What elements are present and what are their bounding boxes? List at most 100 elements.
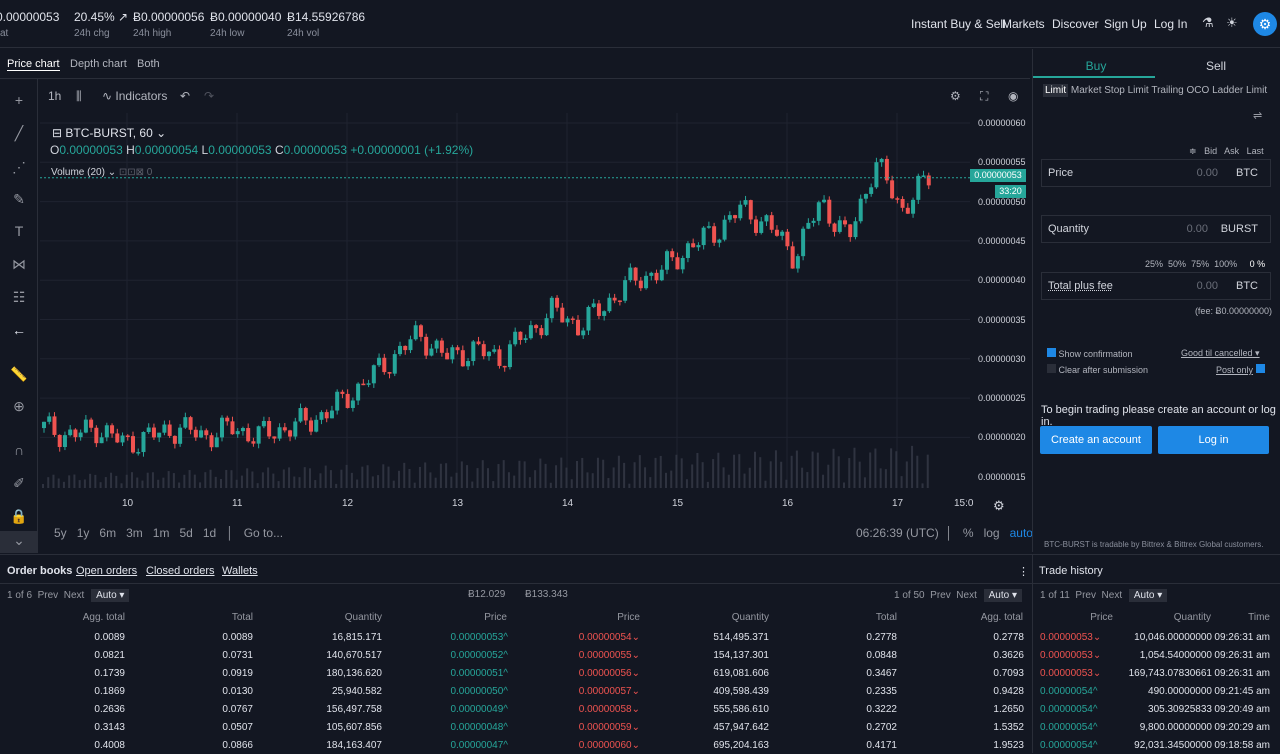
bids-prev[interactable]: Prev xyxy=(37,590,59,601)
show-confirmation-row[interactable]: Show confirmation xyxy=(1047,348,1133,359)
auto-toggle[interactable]: auto xyxy=(1009,526,1033,540)
sun-icon[interactable]: ☀ xyxy=(1226,15,1238,30)
percent-toggle[interactable]: % xyxy=(962,526,974,540)
more-icon[interactable]: ⋮ xyxy=(1018,566,1029,578)
range-3m[interactable]: 3m xyxy=(126,526,143,540)
tab-depth-chart[interactable]: Depth chart xyxy=(70,58,127,70)
pattern-icon[interactable]: ⋈ xyxy=(12,256,26,272)
ruler-icon[interactable]: 📏 xyxy=(10,366,28,382)
tab-closed-orders[interactable]: Closed orders xyxy=(146,565,215,577)
chevron-down-icon[interactable]: ⌄ xyxy=(0,531,38,553)
arrow-left-icon[interactable]: ← xyxy=(12,322,26,338)
type-ladder-limit[interactable]: Ladder Limit xyxy=(1212,85,1268,96)
nav-login[interactable]: Log In xyxy=(1154,17,1188,31)
clear-after-checkbox[interactable] xyxy=(1047,364,1056,373)
volume-settings-icon[interactable]: ⊡⊡⊠ xyxy=(118,167,144,178)
candle-type-icon[interactable]: ⫼ xyxy=(76,89,82,103)
pct-75[interactable]: 75% xyxy=(1191,259,1210,269)
redo-icon[interactable]: ↷ xyxy=(204,89,215,103)
time-in-force-select[interactable]: Good til cancelled ▾ xyxy=(1181,348,1260,358)
bid-row[interactable]: 0.1869 0.0130 25,940.582 0.00000050^ xyxy=(30,682,508,700)
ask-row[interactable]: 0.00000059⌄ 457,947.642 0.2702 1.5352 xyxy=(560,718,1024,736)
clear-after-row[interactable]: Clear after submission xyxy=(1047,364,1148,375)
measure-tools-icon[interactable]: ☷ xyxy=(12,289,26,305)
asks-next[interactable]: Next xyxy=(956,590,977,601)
show-confirmation-checkbox[interactable] xyxy=(1047,348,1056,357)
bid-button[interactable]: Bid xyxy=(1204,146,1218,156)
zoom-icon[interactable]: ⊕ xyxy=(13,398,25,414)
nav-discover[interactable]: Discover xyxy=(1052,17,1099,31)
range-6m[interactable]: 6m xyxy=(99,526,117,540)
utc-clock[interactable]: 06:26:39 (UTC) xyxy=(856,526,939,540)
crosshair-icon[interactable]: + xyxy=(14,92,24,108)
range-1y[interactable]: 1y xyxy=(76,526,90,540)
text-icon[interactable]: T xyxy=(14,223,24,239)
ask-row[interactable]: 0.00000057⌄ 409,598.439 0.2335 0.9428 xyxy=(560,682,1024,700)
bid-row[interactable]: 0.3143 0.0507 105,607.856 0.00000048^ xyxy=(30,718,508,736)
range-5y[interactable]: 5y xyxy=(54,526,67,540)
ask-row[interactable]: 0.00000058⌄ 555,586.610 0.3222 1.2650 xyxy=(560,700,1024,718)
bids-next[interactable]: Next xyxy=(63,590,85,601)
ask-row[interactable]: 0.00000054⌄ 514,495.371 0.2778 0.2778 xyxy=(560,628,1024,646)
type-market[interactable]: Market xyxy=(1070,85,1102,96)
type-oco[interactable]: OCO xyxy=(1186,85,1210,96)
quantity-field[interactable]: Quantity 0.00 BURST xyxy=(1041,215,1271,243)
range-1d[interactable]: 1d xyxy=(202,526,217,540)
tab-buy[interactable]: Buy xyxy=(1085,59,1107,73)
symbol-chevron-icon[interactable]: ⌄ xyxy=(156,126,167,140)
tab-sell[interactable]: Sell xyxy=(1205,59,1226,73)
post-only-checkbox[interactable] xyxy=(1255,364,1265,373)
login-button[interactable]: Log in xyxy=(1158,426,1269,454)
indicators-button[interactable]: ∿ Indicators xyxy=(102,89,167,103)
ask-button[interactable]: Ask xyxy=(1224,146,1240,156)
bid-row[interactable]: 0.0089 0.0089 16,815.171 0.00000053^ xyxy=(30,628,508,646)
range-5d[interactable]: 5d xyxy=(179,526,193,540)
tab-price-chart[interactable]: Price chart xyxy=(7,58,60,71)
magnet-icon[interactable]: ∩ xyxy=(13,442,25,458)
trades-next[interactable]: Next xyxy=(1101,590,1123,601)
pct-50[interactable]: 50% xyxy=(1168,259,1187,269)
price-field[interactable]: Price 0.00 BTC xyxy=(1041,159,1271,187)
bid-row[interactable]: 0.2636 0.0767 156,497.758 0.00000049^ xyxy=(30,700,508,718)
bid-row[interactable]: 0.0821 0.0731 140,670.517 0.00000052^ xyxy=(30,646,508,664)
range-1m[interactable]: 1m xyxy=(152,526,170,540)
bid-row[interactable]: 0.4008 0.0866 184,163.407 0.00000047^ xyxy=(30,736,508,754)
tab-order-books[interactable]: Order books xyxy=(7,565,73,577)
total-field[interactable]: Total plus fee 0.00 BTC xyxy=(1041,272,1271,300)
pct-100[interactable]: 100% xyxy=(1214,259,1238,269)
tab-both[interactable]: Both xyxy=(137,58,160,70)
pct-25[interactable]: 25% xyxy=(1145,259,1164,269)
interval-button[interactable]: 1h xyxy=(48,89,62,103)
quantity-value[interactable]: 0.00 xyxy=(1186,223,1208,235)
type-limit[interactable]: Limit xyxy=(1043,84,1069,97)
lock-icon[interactable]: 🔒 xyxy=(10,508,28,524)
asks-prev[interactable]: Prev xyxy=(930,590,951,601)
settings-icon[interactable]: ⚙ xyxy=(950,89,961,103)
bid-row[interactable]: 0.1739 0.0919 180,136.620 0.00000051^ xyxy=(30,664,508,682)
gear-icon[interactable]: ⚙ xyxy=(1253,12,1277,36)
nav-markets[interactable]: Markets xyxy=(1002,17,1045,31)
adjust-icon[interactable]: ≑ xyxy=(1189,146,1197,156)
type-trailing[interactable]: Trailing xyxy=(1151,85,1184,96)
collapse-icon[interactable]: ⊟ xyxy=(52,126,63,140)
last-button[interactable]: Last xyxy=(1246,146,1264,156)
asks-auto-select[interactable]: Auto ▾ xyxy=(983,589,1023,602)
nav-signup[interactable]: Sign Up xyxy=(1104,17,1147,31)
axis-settings-icon[interactable]: ⚙ xyxy=(993,498,1005,513)
flask-icon[interactable]: ⚗ xyxy=(1202,15,1214,30)
candlestick-chart[interactable] xyxy=(40,113,970,488)
log-toggle[interactable]: log xyxy=(983,526,1000,540)
brush-icon[interactable]: ✎ xyxy=(13,191,25,207)
ask-row[interactable]: 0.00000055⌄ 154,137.301 0.0848 0.3626 xyxy=(560,646,1024,664)
eye-icon[interactable]: ◉ xyxy=(1008,89,1019,103)
pencil-lock-icon[interactable]: ✐ xyxy=(13,475,25,491)
tab-open-orders[interactable]: Open orders xyxy=(76,565,138,577)
fullscreen-icon[interactable]: ⛶ xyxy=(980,89,989,103)
create-account-button[interactable]: Create an account xyxy=(1040,426,1152,454)
post-only-row[interactable]: Post only xyxy=(1216,364,1265,375)
trades-auto-select[interactable]: Auto ▾ xyxy=(1128,589,1168,602)
sliders-icon[interactable]: ⇌ xyxy=(1253,110,1263,122)
nav-instant-buy[interactable]: Instant Buy & Sell xyxy=(911,17,1006,31)
trades-prev[interactable]: Prev xyxy=(1075,590,1096,601)
type-stop-limit[interactable]: Stop Limit xyxy=(1104,85,1149,96)
